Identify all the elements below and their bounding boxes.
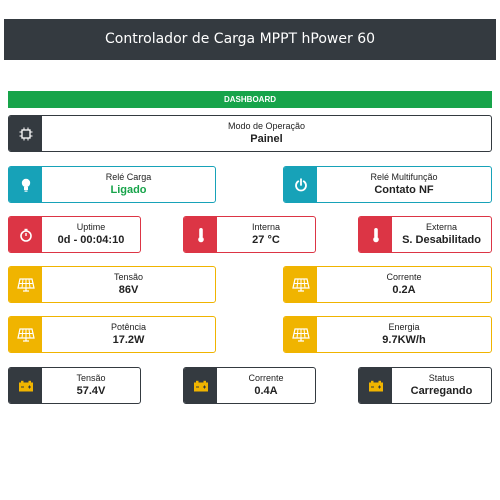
chip-icon [9,116,42,151]
solar-panel-icon [284,267,317,302]
uptime-card: Uptime 0d - 00:04:10 [8,216,141,253]
power-label: Potência [110,322,147,332]
internal-temp-label: Interna [251,222,281,232]
panel-current-value: 0.2A [392,284,416,296]
solar-panel-icon [9,267,42,302]
battery-icon [9,368,42,403]
battery-voltage-card: Tensão 57.4V [8,367,141,404]
load-relay-value: Ligado [110,184,147,196]
battery-status-card: Status Carregando [358,367,492,404]
battery-current-value: 0.4A [254,385,278,397]
energy-card: Energia 9.7KW/h [283,316,492,353]
power-value: 17.2W [112,334,145,346]
internal-temp-value: 27 °C [252,234,280,246]
dashboard-bar: DASHBOARD [8,91,492,108]
panel-voltage-label: Tensão [113,272,144,282]
battery-current-card: Corrente 0.4A [183,367,316,404]
external-temp-value: S. Desabilitado [402,234,481,246]
panel-current-card: Corrente 0.2A [283,266,492,303]
multi-relay-card: Relé Multifunção Contato NF [283,166,492,203]
thermometer-icon [359,217,392,252]
uptime-value: 0d - 00:04:10 [57,234,125,246]
load-relay-label: Relé Carga [105,172,152,182]
solar-panel-icon [284,317,317,352]
battery-icon [184,368,217,403]
page-title: Controlador de Carga MPPT hPower 60 [105,31,376,47]
thermometer-icon [184,217,217,252]
stopwatch-icon [9,217,42,252]
mode-label: Modo de Operação [227,121,306,131]
solar-panel-icon [9,317,42,352]
energy-value: 9.7KW/h [382,334,426,346]
external-temp-label: Externa [425,222,458,232]
mode-value: Painel [250,133,283,145]
multi-relay-value: Contato NF [374,184,434,196]
panel-voltage-value: 86V [118,284,139,296]
battery-current-label: Corrente [248,373,284,383]
battery-status-value: Carregando [410,385,473,397]
load-relay-card: Relé Carga Ligado [8,166,216,203]
energy-label: Energia [388,322,420,332]
app-header: Controlador de Carga MPPT hPower 60 [4,19,496,60]
uptime-label: Uptime [76,222,106,232]
panel-current-label: Corrente [386,272,422,282]
external-temp-card: Externa S. Desabilitado [358,216,492,253]
battery-voltage-label: Tensão [76,373,106,383]
battery-status-label: Status [428,373,455,383]
panel-voltage-card: Tensão 86V [8,266,216,303]
bulb-icon [9,167,42,202]
internal-temp-card: Interna 27 °C [183,216,316,253]
mode-card: Modo de Operação Painel [8,115,492,152]
battery-icon [359,368,392,403]
battery-voltage-value: 57.4V [76,385,106,397]
multi-relay-label: Relé Multifunção [370,172,438,182]
power-icon [284,167,317,202]
power-card: Potência 17.2W [8,316,216,353]
